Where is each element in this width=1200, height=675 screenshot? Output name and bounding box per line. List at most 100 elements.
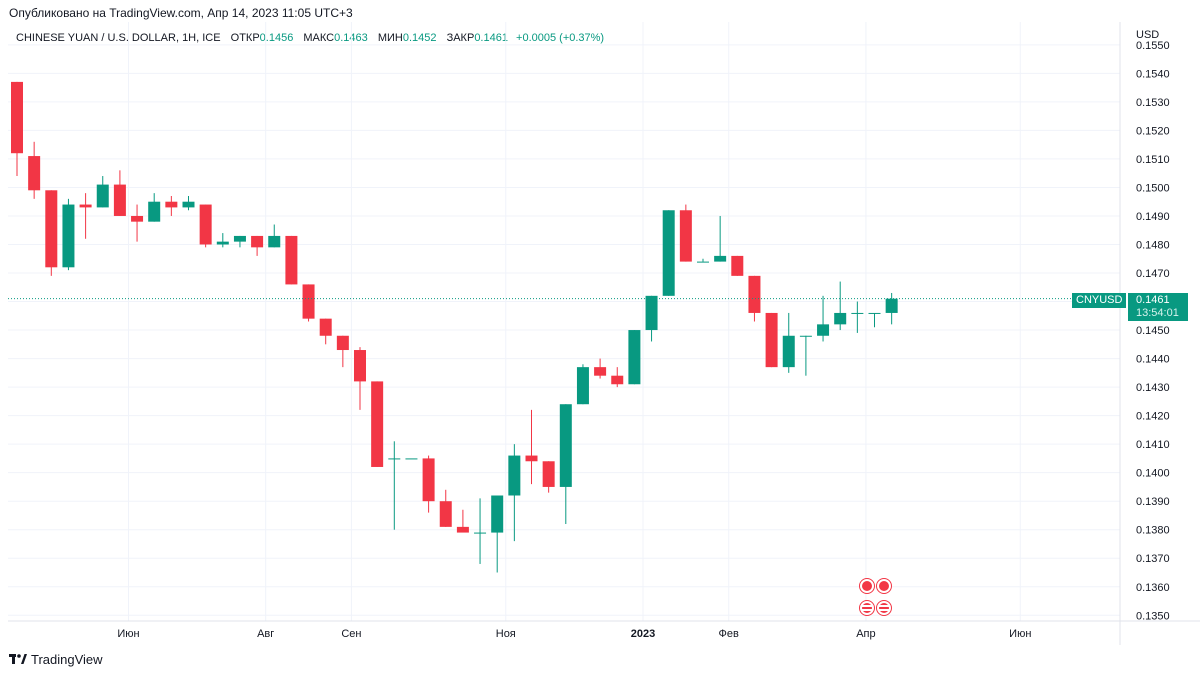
- candle-body: [148, 201, 161, 222]
- candle-body: [817, 324, 830, 336]
- candle-body: [302, 284, 315, 319]
- candle: [456, 509, 469, 533]
- price-scale[interactable]: 0.1550 0.1540 0.1530 0.1520 0.1510 0.1500 0.14…: [1136, 40, 1170, 622]
- candle-body: [765, 312, 778, 368]
- candle: [611, 367, 624, 388]
- candle-body: [165, 201, 178, 208]
- time-axis[interactable]: Июн Авг Сен Ноя 2023 Фев Апр Июн: [117, 628, 1031, 640]
- candle: [131, 204, 144, 242]
- price-tick-label: 0.1410: [1136, 439, 1170, 451]
- candle-body: [268, 235, 281, 248]
- candle: [251, 235, 264, 256]
- candle: [182, 195, 195, 211]
- candle-body: [748, 275, 761, 313]
- grid-lines: [8, 22, 1120, 621]
- candle: [542, 461, 555, 493]
- open-value: 0.1456: [259, 32, 294, 44]
- time-tick-label: Июн: [1009, 628, 1031, 640]
- candle: [525, 409, 538, 485]
- tradingview-logo[interactable]: TradingView: [9, 652, 103, 667]
- candle-body: [11, 81, 23, 154]
- candle-body: [731, 255, 744, 276]
- time-tick-label: Апр: [856, 628, 875, 640]
- bar-countdown: 13:54:01: [1136, 307, 1179, 319]
- candle-body: [542, 461, 555, 487]
- open-label: ОТКР: [230, 32, 260, 44]
- candle-body: [96, 184, 109, 208]
- time-tick-label: Фев: [719, 628, 739, 640]
- candle-body: [113, 184, 126, 216]
- candle-body: [868, 312, 881, 314]
- candles: [11, 81, 898, 573]
- candle: [28, 141, 41, 199]
- price-tick-label: 0.1520: [1136, 125, 1170, 137]
- close-value: 0.1461: [474, 32, 508, 44]
- candle-body: [28, 156, 41, 191]
- candle-body: [799, 335, 812, 337]
- time-tick-label: Июн: [117, 628, 139, 640]
- price-tick-label: 0.1420: [1136, 411, 1170, 423]
- price-tick-label: 0.1540: [1136, 68, 1170, 80]
- candle-body: [371, 381, 384, 467]
- candle-body: [782, 335, 795, 368]
- symbol-price-tag: CNYUSD: [1072, 293, 1127, 308]
- candle: [148, 193, 161, 222]
- symbol-legend: CHINESE YUAN / U.S. DOLLAR, 1H, ICE ОТКР…: [16, 32, 604, 44]
- candle-body: [216, 241, 229, 245]
- candle-body: [422, 458, 435, 502]
- price-tick-label: 0.1470: [1136, 268, 1170, 280]
- candle: [474, 498, 487, 564]
- candle-body: [834, 312, 847, 325]
- candle: [851, 301, 864, 333]
- change-value: +0.0005 (+0.37%): [516, 32, 605, 44]
- candle: [302, 284, 315, 322]
- price-tick-label: 0.1380: [1136, 525, 1170, 537]
- candle: [714, 215, 727, 262]
- candle: [233, 235, 246, 248]
- candle: [628, 330, 641, 385]
- cny-flag-icon[interactable]: [859, 578, 875, 594]
- candle-body: [251, 235, 264, 248]
- candle-body: [525, 455, 538, 462]
- symbol-title[interactable]: CHINESE YUAN / U.S. DOLLAR, 1H, ICE: [16, 32, 221, 44]
- candle: [645, 295, 658, 342]
- candle: [285, 235, 298, 285]
- high-label: МАКС: [303, 32, 335, 44]
- candle: [885, 292, 898, 325]
- candle-body: [336, 335, 349, 351]
- us-flag-icon[interactable]: [859, 600, 875, 616]
- candle-body: [131, 215, 144, 222]
- candle: [268, 224, 281, 248]
- cny-flag-icon[interactable]: [876, 578, 892, 594]
- candle-body: [679, 210, 692, 262]
- candle: [765, 312, 778, 368]
- candle-body: [697, 261, 709, 263]
- price-tick-label: 0.1480: [1136, 239, 1170, 251]
- published-note: Опубликовано на TradingView.com, Апр 14,…: [9, 6, 353, 20]
- candle: [319, 318, 332, 345]
- candle-body: [714, 255, 727, 262]
- time-tick-label: Ноя: [496, 628, 516, 640]
- candle: [62, 198, 75, 271]
- price-tick-label: 0.1350: [1136, 610, 1170, 622]
- candle: [868, 312, 881, 328]
- price-tick-label: 0.1490: [1136, 211, 1170, 223]
- price-tick-label: 0.1360: [1136, 582, 1170, 594]
- candle: [199, 204, 212, 248]
- brand-name: TradingView: [31, 652, 103, 667]
- candle: [834, 281, 847, 331]
- candle-body: [45, 190, 58, 268]
- low-label: МИН: [377, 32, 403, 44]
- price-tick-label: 0.1440: [1136, 354, 1170, 366]
- us-flag-icon[interactable]: [876, 600, 892, 616]
- price-tick-label: 0.1510: [1136, 154, 1170, 166]
- candle: [354, 347, 366, 410]
- currency-label[interactable]: USD: [1136, 29, 1160, 41]
- candle: [662, 210, 675, 296]
- low-value: 0.1452: [402, 32, 437, 44]
- price-tick-label: 0.1500: [1136, 182, 1170, 194]
- candle-body: [285, 235, 298, 285]
- candle-body: [851, 312, 864, 314]
- candle: [559, 404, 572, 525]
